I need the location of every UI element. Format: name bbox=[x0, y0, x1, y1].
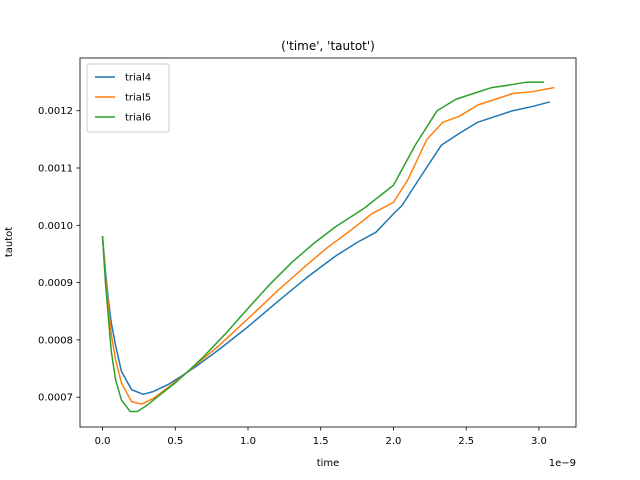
y-tick-label: 0.0008 bbox=[38, 335, 73, 346]
legend-label-trial5: trial5 bbox=[125, 93, 151, 104]
series-line-trial5 bbox=[101, 86, 555, 405]
x-tick-label: 1.0 bbox=[240, 436, 256, 447]
y-tick-label: 0.0011 bbox=[38, 164, 73, 175]
y-axis: 0.0007 0.0008 0.0009 0.0010 0.0011 0.0012 bbox=[38, 106, 80, 404]
x-tick-label: 2.5 bbox=[458, 436, 474, 447]
legend: trial4 trial5 trial6 bbox=[86, 63, 170, 133]
y-tick-label: 0.0012 bbox=[38, 106, 73, 117]
x-axis-title: time bbox=[317, 458, 340, 469]
chart-title: ('time', 'tautot') bbox=[281, 39, 375, 53]
legend-label-trial6: trial6 bbox=[125, 113, 151, 124]
x-tick-label: 3.0 bbox=[531, 436, 547, 447]
legend-label-trial4: trial4 bbox=[125, 73, 151, 84]
y-tick-label: 0.0010 bbox=[38, 221, 73, 232]
series-layer bbox=[101, 81, 555, 413]
x-tick-label: 2.0 bbox=[386, 436, 402, 447]
x-axis-offset-label: 1e−9 bbox=[549, 458, 576, 469]
legend-box bbox=[86, 63, 170, 133]
y-axis-title: tautot bbox=[4, 227, 15, 257]
y-tick-label: 0.0009 bbox=[38, 278, 73, 289]
x-axis: 0.0 0.5 1.0 1.5 2.0 2.5 3.0 bbox=[95, 427, 547, 447]
plot-frame bbox=[79, 57, 577, 428]
y-tick-label: 0.0007 bbox=[38, 393, 73, 404]
x-tick-label: 1.5 bbox=[313, 436, 329, 447]
series-line-trial6 bbox=[101, 81, 545, 413]
series-line-trial4 bbox=[101, 101, 551, 396]
x-tick-label: 0.0 bbox=[95, 436, 111, 447]
x-tick-label: 0.5 bbox=[167, 436, 183, 447]
